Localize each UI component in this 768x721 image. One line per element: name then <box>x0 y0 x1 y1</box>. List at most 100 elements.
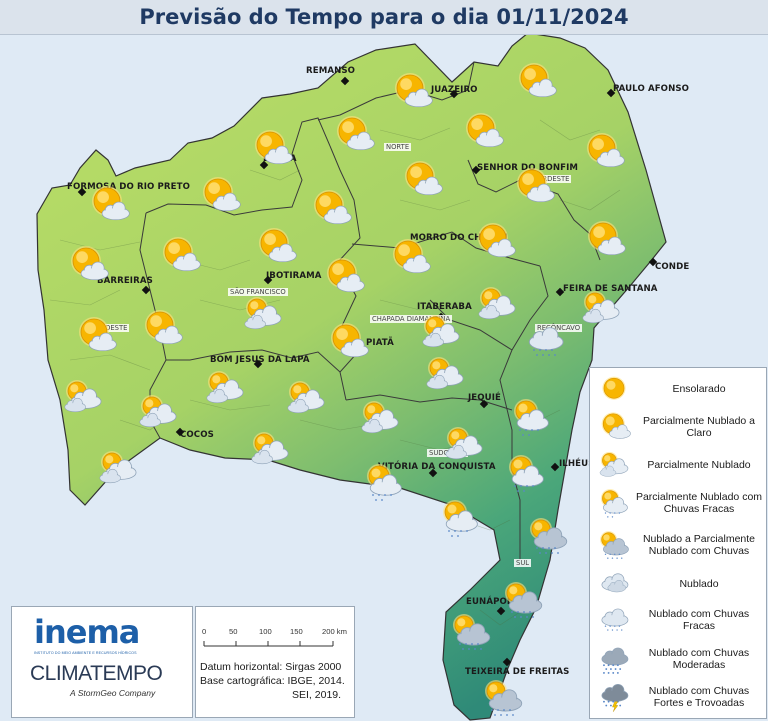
region-label: NORDESTE <box>530 175 572 183</box>
city-label: BOM JESUS DA LAPA <box>210 355 310 365</box>
partly-cloudy-clear-icon <box>395 73 433 108</box>
partly-cloudy-clear-icon <box>79 317 117 352</box>
legend-item: Parcialmente Nublado <box>590 448 766 482</box>
legend-label: Parcialmente Nublado <box>647 459 751 471</box>
city-label: MORRO DO CHAPÉU <box>410 233 508 243</box>
partly-cloudy-icon <box>251 432 289 465</box>
cloudy-partly-rain-icon <box>453 614 491 650</box>
partly-cloudy-icon <box>206 371 244 404</box>
legend-item: Nublado com Chuvas Fracas <box>590 603 766 637</box>
partly-cloudy-clear-icon <box>517 168 555 203</box>
cloudy-partly-rain-icon <box>505 582 543 618</box>
climatempo-logo: CLIMATEMPO <box>30 662 163 685</box>
partly-cloudy-clear-icon <box>601 412 631 439</box>
scale-tick-label: 150 <box>290 627 303 636</box>
cartographic-info: Datum horizontal: Sirgas 2000 Base carto… <box>200 660 345 702</box>
legend-item: Nublado com Chuvas Moderadas <box>590 642 766 676</box>
cloudy-storm-icon <box>601 684 629 712</box>
cloudy-icon <box>601 573 629 593</box>
legend-label: Nublado com Chuvas Fracas <box>648 608 750 632</box>
partly-cloudy-light-rain-icon <box>443 500 478 537</box>
city-label: TEIXEIRA DE FREITAS <box>465 667 570 677</box>
partly-cloudy-icon <box>139 395 177 428</box>
state-outline <box>36 35 667 721</box>
partly-cloudy-icon <box>64 380 102 413</box>
partly-cloudy-clear-icon <box>327 258 365 293</box>
scale-tick-label: 50 <box>229 627 238 636</box>
stormgeo-tagline: A StormGeo Company <box>70 688 156 698</box>
legend-label: Nublado com Chuvas Fortes e Trovoadas <box>648 685 750 709</box>
cloudy-partly-rain-icon <box>600 531 629 559</box>
partly-cloudy-clear-icon <box>145 310 183 345</box>
bahia-map <box>36 35 667 721</box>
legend-item: Nublado com Chuvas Fortes e Trovoadas <box>590 680 766 714</box>
region-label: SUL <box>514 559 532 567</box>
city-label: FEIRA DE SANTANA <box>563 284 658 294</box>
scale-tick-label: 0 <box>202 627 207 636</box>
logo-box: inema INSTITUTO DO MEIO AMBIENTE E RECUR… <box>11 606 193 718</box>
partly-cloudy-icon <box>287 381 325 414</box>
legend-label: Nublado a Parcialmente Nublado com Chuva… <box>642 533 756 557</box>
partly-cloudy-icon <box>244 297 282 330</box>
region-label: CHAPADA DIAMANTINA <box>370 315 453 323</box>
partly-cloudy-clear-icon <box>405 161 443 196</box>
scale-tick-label: 200 km <box>322 627 347 636</box>
source-line: SEI, 2019. <box>292 689 342 701</box>
datum-line: Datum horizontal: Sirgas 2000 <box>200 661 342 673</box>
partly-cloudy-icon <box>599 451 629 477</box>
scale-tick-label: 100 <box>259 627 272 636</box>
partly-cloudy-icon <box>361 401 399 434</box>
legend-label: Parcialmente Nublado a Claro <box>642 415 756 439</box>
region-label: SÃO FRANCISCO <box>228 288 288 296</box>
partly-cloudy-clear-icon <box>163 237 201 272</box>
partly-cloudy-icon <box>445 427 483 460</box>
city-label: SENHOR DO BONFIM <box>477 163 579 173</box>
partly-cloudy-icon <box>582 291 620 324</box>
legend-item: Ensolarado <box>590 372 766 406</box>
scale-box: 0 50 100 150 200 km Datum horizontal: Si… <box>195 606 355 718</box>
partly-cloudy-clear-icon <box>259 228 297 263</box>
inema-logo: inema <box>34 613 140 651</box>
inema-subtitle: INSTITUTO DO MEIO AMBIENTE E RECURSOS HÍ… <box>34 651 137 655</box>
partly-cloudy-clear-icon <box>255 130 293 165</box>
city-label: FORMOSA DO RIO PRETO <box>67 182 190 192</box>
legend-item: Parcialmente Nublado com Chuvas Fracas <box>590 486 766 520</box>
partly-cloudy-light-rain-icon <box>509 455 544 492</box>
partly-cloudy-clear-icon <box>587 133 625 168</box>
partly-cloudy-clear-icon <box>314 190 352 225</box>
partly-cloudy-clear-icon <box>588 221 626 256</box>
cloudy-partly-rain-icon <box>485 680 523 716</box>
partly-cloudy-clear-icon <box>71 246 109 281</box>
partly-cloudy-clear-icon <box>478 223 516 258</box>
region-label: OESTE <box>103 324 130 332</box>
region-label: RECÔNCAVO <box>535 324 583 332</box>
city-label: ILHÉUS <box>559 459 595 469</box>
legend-label: Parcialmente Nublado com Chuvas Fracas <box>635 491 763 515</box>
city-label: COCOS <box>180 430 214 440</box>
city-label: PAULO AFONSO <box>613 84 690 94</box>
region-label: NORTE <box>384 143 412 151</box>
partly-cloudy-light-rain-icon <box>367 464 402 501</box>
city-label: VITÓRIA DA CONQUISTA <box>378 462 496 472</box>
scale-bar <box>203 641 334 647</box>
base-line: Base cartográfica: IBGE, 2014. <box>200 675 345 687</box>
city-label: IBOTIRAMA <box>266 271 322 281</box>
city-label: CONDE <box>655 262 690 272</box>
legend-label: Nublado <box>679 578 719 590</box>
sunny-icon <box>602 376 626 400</box>
legend-item: Nublado <box>590 567 766 601</box>
title-bar: Previsão do Tempo para o dia 01/11/2024 <box>0 0 768 35</box>
cloudy-light-rain-icon <box>528 327 564 356</box>
partly-cloudy-light-rain-icon <box>514 399 549 436</box>
partly-cloudy-icon <box>422 315 460 348</box>
partly-cloudy-icon <box>99 451 137 484</box>
city-label: PIATÃ <box>366 338 394 348</box>
legend-label: Ensolarado <box>672 383 726 395</box>
city-label: REMANSO <box>306 66 356 76</box>
partly-cloudy-icon <box>478 287 516 320</box>
legend: Ensolarado Parcialmente Nublado a Claro … <box>589 367 767 719</box>
cloudy-light-rain-icon <box>601 608 629 631</box>
partly-cloudy-clear-icon <box>393 239 431 274</box>
city-label: BARREIRAS <box>97 276 153 286</box>
partly-cloudy-clear-icon <box>337 116 375 151</box>
